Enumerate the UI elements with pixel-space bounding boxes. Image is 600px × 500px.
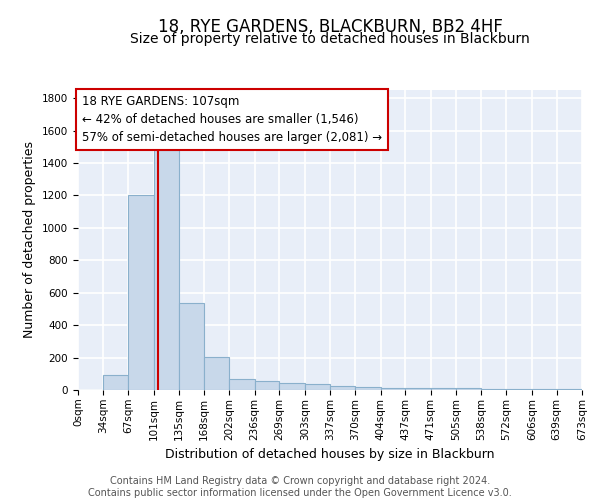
Text: 18 RYE GARDENS: 107sqm
← 42% of detached houses are smaller (1,546)
57% of semi-: 18 RYE GARDENS: 107sqm ← 42% of detached…: [82, 95, 382, 144]
Bar: [255, 381, 280, 390]
Bar: [204, 357, 229, 390]
Bar: [154, 150, 179, 390]
Bar: [331, 386, 355, 390]
Bar: [179, 303, 204, 390]
Bar: [103, 376, 128, 390]
Bar: [355, 387, 380, 390]
Bar: [229, 378, 255, 390]
Text: Contains HM Land Registry data © Crown copyright and database right 2024.
Contai: Contains HM Land Registry data © Crown c…: [88, 476, 512, 498]
Bar: [380, 388, 405, 390]
Bar: [128, 196, 154, 390]
Text: Size of property relative to detached houses in Blackburn: Size of property relative to detached ho…: [130, 32, 530, 46]
Bar: [557, 389, 582, 390]
Text: 18, RYE GARDENS, BLACKBURN, BB2 4HF: 18, RYE GARDENS, BLACKBURN, BB2 4HF: [158, 18, 502, 36]
Bar: [405, 388, 431, 390]
Bar: [481, 389, 506, 390]
Bar: [305, 384, 331, 390]
X-axis label: Distribution of detached houses by size in Blackburn: Distribution of detached houses by size …: [165, 448, 495, 461]
Bar: [506, 389, 532, 390]
Bar: [456, 388, 481, 390]
Bar: [280, 382, 305, 390]
Y-axis label: Number of detached properties: Number of detached properties: [23, 142, 37, 338]
Bar: [431, 388, 456, 390]
Bar: [532, 389, 557, 390]
